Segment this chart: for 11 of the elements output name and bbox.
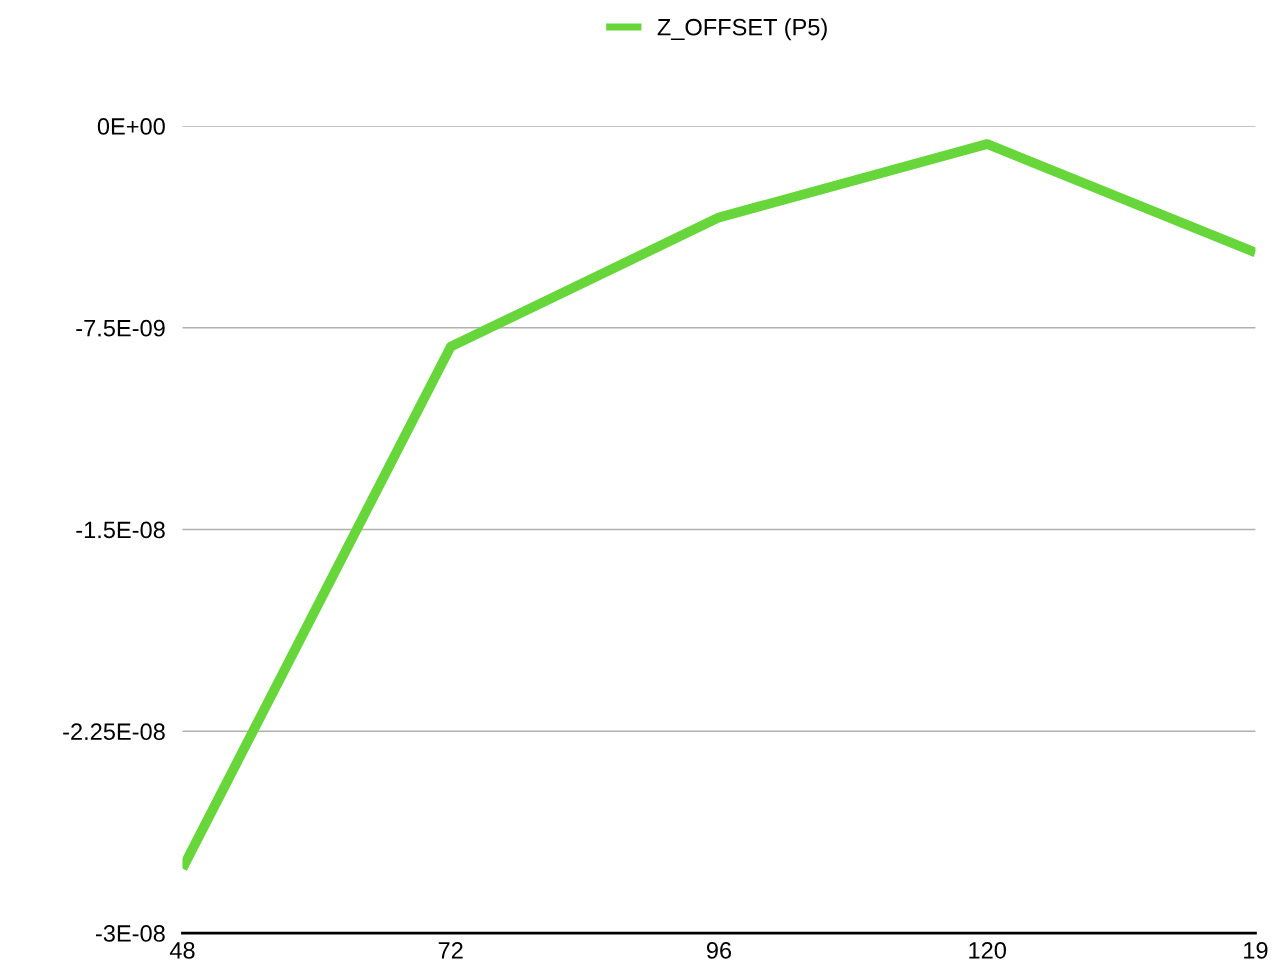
x-tick-label: 72 bbox=[438, 941, 463, 959]
y-tick-label: 0E+00 bbox=[97, 118, 165, 135]
y-tick-label: -7.5E-09 bbox=[76, 319, 165, 337]
x-tick-label: 19 bbox=[1244, 941, 1268, 959]
y-tick-label: -1.5E-08 bbox=[76, 521, 165, 539]
x-tick-label: 120 bbox=[969, 941, 1006, 959]
x-tick-label: 48 bbox=[169, 941, 195, 959]
x-tick-label: 96 bbox=[706, 941, 732, 959]
y-tick-label: -2.25E-08 bbox=[63, 723, 165, 741]
legend-label: Z_OFFSET (P5) bbox=[657, 18, 827, 41]
y-tick-label: -3E-08 bbox=[95, 925, 165, 942]
